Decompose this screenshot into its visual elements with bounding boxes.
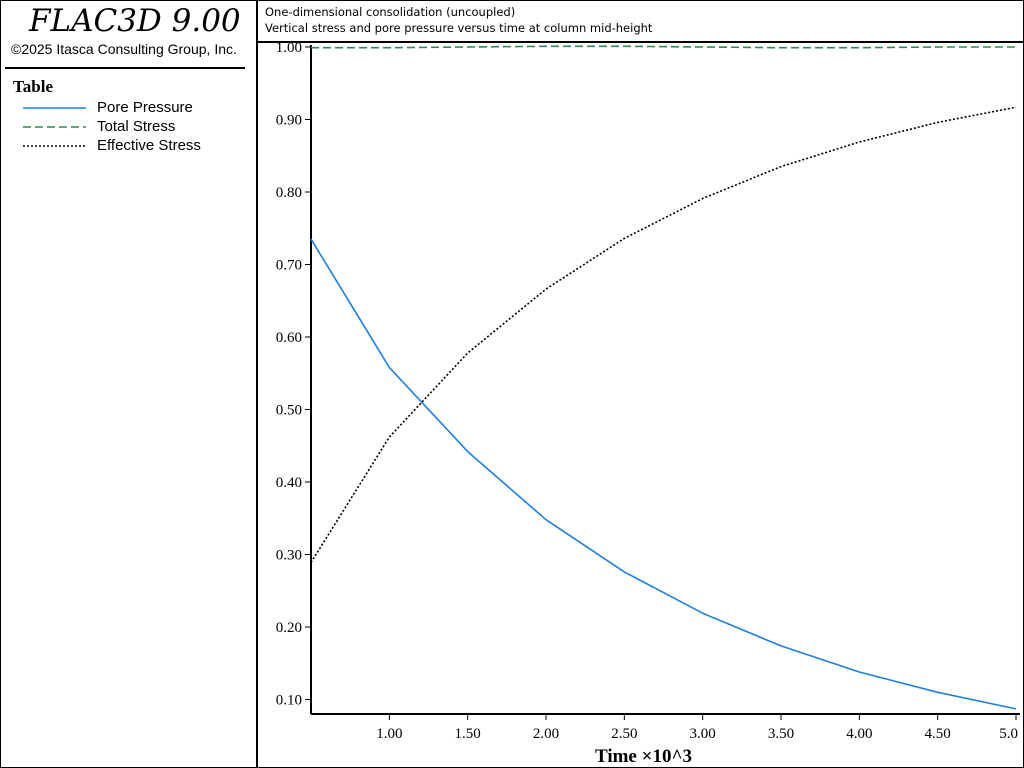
y-tick-label: 1.00 (276, 43, 302, 56)
legend-item-total-stress: Total Stress (23, 118, 253, 136)
y-tick-label: 0.40 (276, 475, 302, 491)
series-line-pore-pressure (310, 238, 1017, 710)
x-tick-label: 5.0 (999, 726, 1018, 742)
x-tick-label: 4.50 (925, 726, 951, 742)
legend-heading: Table (13, 77, 54, 96)
legend-swatch-total-stress (23, 126, 86, 128)
x-tick-label: 1.50 (455, 726, 481, 742)
chart-labels: 0.10 0.20 0.30 0.40 0.50 0.60 0.70 0.80 0.90 1.00… (276, 43, 1018, 767)
y-tick-label: 0.50 (276, 403, 302, 419)
x-tick-label: 4.00 (846, 726, 872, 742)
chart-axes (305, 45, 1020, 720)
title-divider (5, 67, 245, 69)
plot-title: One-dimensional consolidation (uncoupled… (265, 5, 516, 19)
y-tick-label: 0.70 (276, 258, 302, 274)
y-tick-label: 0.10 (276, 693, 302, 709)
series-line-effective-stress (310, 106, 1017, 563)
x-tick-label: 2.00 (533, 726, 559, 742)
legend-label-total-stress: Total Stress (97, 118, 176, 135)
legend-swatch-pore-pressure (23, 107, 86, 109)
legend-item-pore-pressure: Pore Pressure (23, 99, 253, 117)
x-tick-label: 1.00 (376, 726, 402, 742)
legend-panel: FLAC3D 9.00 ©2025 Itasca Consulting Grou… (1, 1, 258, 767)
legend-label-pore-pressure: Pore Pressure (97, 99, 193, 116)
y-tick-label: 0.20 (276, 620, 302, 636)
x-tick-label: 3.00 (690, 726, 716, 742)
app-title: FLAC3D 9.00 (29, 3, 241, 39)
chart-series (310, 45, 1017, 710)
x-tick-label: 2.50 (611, 726, 637, 742)
plot-subtitle: Vertical stress and pore pressure versus… (265, 21, 653, 35)
chart-area: 0.10 0.20 0.30 0.40 0.50 0.60 0.70 0.80 0.90 1.00… (276, 43, 1020, 767)
copyright-notice: ©2025 Itasca Consulting Group, Inc. (11, 41, 237, 57)
x-axis-title: Time ×10^3 (595, 746, 692, 767)
series-line-total-stress (311, 45, 1016, 49)
legend-label-effective-stress: Effective Stress (97, 137, 201, 154)
plot-header: One-dimensional consolidation (uncoupled… (258, 1, 1023, 43)
y-tick-label: 0.30 (276, 548, 302, 564)
legend-item-effective-stress: Effective Stress (23, 137, 253, 155)
y-tick-label: 0.80 (276, 185, 302, 201)
legend-swatch-effective-stress (23, 145, 86, 147)
x-tick-label: 3.50 (768, 726, 794, 742)
y-tick-label: 0.90 (276, 113, 302, 129)
y-tick-label: 0.60 (276, 330, 302, 346)
